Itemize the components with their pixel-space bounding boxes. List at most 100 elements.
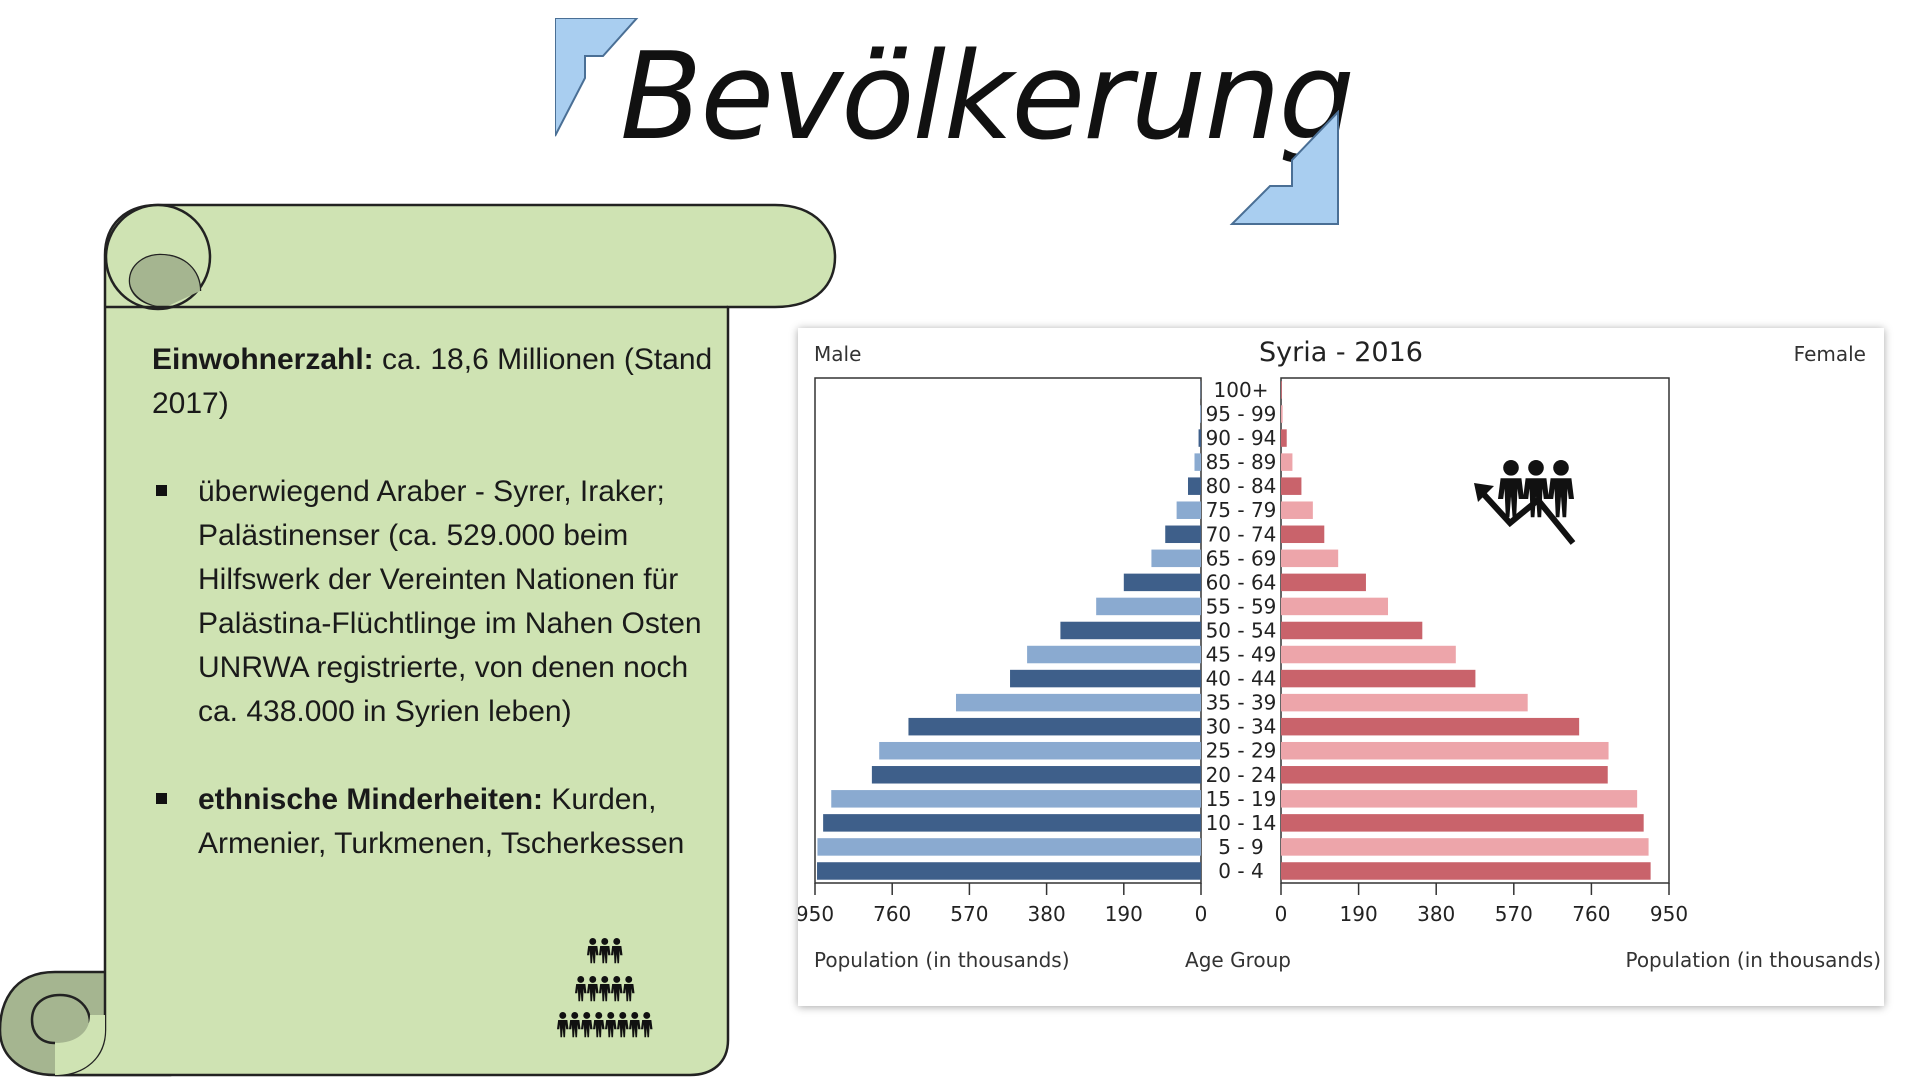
population-paragraph: Einwohnerzahl: ca. 18,6 Millionen (Stand… <box>152 338 732 426</box>
population-growth-icon <box>1474 460 1576 545</box>
tick-label: 950 <box>1650 902 1688 926</box>
bar-male-55-59 <box>1096 597 1201 616</box>
person-figure <box>599 938 611 964</box>
tick-label: 380 <box>1417 902 1455 926</box>
person-figure <box>557 1012 569 1038</box>
bar-male-45-49 <box>1027 645 1201 664</box>
age-label: 30 - 34 <box>1206 715 1277 739</box>
tick-label: 760 <box>1572 902 1610 926</box>
bar-male-85-89 <box>1194 453 1201 471</box>
bar-male-90-94 <box>1198 429 1201 447</box>
bar-female-35-39 <box>1281 693 1528 712</box>
person-figure <box>629 1012 641 1038</box>
bar-male-25-29 <box>879 741 1201 760</box>
bar-male-40-44 <box>1010 669 1201 688</box>
bars-group <box>817 381 1651 880</box>
bar-female-15-19 <box>1281 790 1638 808</box>
bar-female-60-64 <box>1281 573 1366 592</box>
age-label: 95 - 99 <box>1206 402 1277 426</box>
bullet-bold: ethnische Minderheiten: <box>198 783 544 816</box>
bar-female-20-24 <box>1281 766 1608 784</box>
bullet-list: überwiegend Araber - Syrer, Iraker; Palä… <box>152 470 732 866</box>
person-figure <box>611 938 623 964</box>
bar-female-5-9 <box>1281 838 1649 856</box>
bar-female-90-94 <box>1281 429 1287 447</box>
bar-male-75-79 <box>1176 501 1201 519</box>
x-axis-label-center: Age Group <box>1185 948 1291 972</box>
bar-female-25-29 <box>1281 741 1609 760</box>
person-figure <box>623 976 635 1002</box>
bar-female-65-69 <box>1281 549 1339 568</box>
female-header: Female <box>1794 342 1866 366</box>
population-label: Einwohnerzahl: <box>152 343 374 376</box>
bar-female-70-74 <box>1281 525 1325 544</box>
age-label: 40 - 44 <box>1206 667 1277 691</box>
person-figure <box>1498 460 1524 518</box>
tick-label: 570 <box>950 902 988 926</box>
tick-label: 950 <box>798 902 834 926</box>
person-figure <box>599 976 611 1002</box>
person-figure <box>581 1012 593 1038</box>
list-item: ethnische Minderheiten: Kurden, Armenier… <box>152 778 732 866</box>
bar-female-85-89 <box>1281 453 1293 471</box>
age-label: 25 - 29 <box>1206 739 1277 763</box>
tick-label: 570 <box>1495 902 1533 926</box>
age-label: 20 - 24 <box>1206 763 1277 787</box>
chart-title: Syria - 2016 <box>1259 337 1423 368</box>
age-label: 70 - 74 <box>1206 522 1277 546</box>
age-label: 65 - 69 <box>1206 546 1277 570</box>
bar-male-95-99 <box>1200 405 1201 423</box>
age-label: 0 - 4 <box>1218 859 1263 883</box>
bar-female-95-99 <box>1281 405 1283 423</box>
bar-female-0-4 <box>1281 862 1651 880</box>
info-text-block: Einwohnerzahl: ca. 18,6 Millionen (Stand… <box>152 338 732 866</box>
age-label: 35 - 39 <box>1206 691 1277 715</box>
age-label: 75 - 79 <box>1206 498 1277 522</box>
tick-label: 0 <box>1275 902 1288 926</box>
bar-male-80-84 <box>1187 477 1201 495</box>
bar-female-80-84 <box>1281 477 1302 495</box>
person-figure <box>587 938 599 964</box>
x-axis-label-left: Population (in thousands) <box>814 948 1070 972</box>
bar-female-45-49 <box>1281 645 1456 664</box>
people-pyramid-icon <box>557 938 653 1038</box>
ticks-group: 950 760 570 380 190 0 0 190 380 570 760 950 <box>798 883 1688 926</box>
population-value: ca. 18,6 Millionen (Stand 2017) <box>152 343 713 420</box>
tick-label: 190 <box>1340 902 1378 926</box>
bar-male-30-34 <box>908 717 1201 736</box>
age-label: 60 - 64 <box>1206 570 1277 594</box>
bar-male-10-14 <box>823 814 1201 832</box>
bar-male-60-64 <box>1123 573 1201 592</box>
person-figure <box>605 1012 617 1038</box>
bar-male-0-4 <box>817 862 1201 880</box>
person-figure <box>569 1012 581 1038</box>
tick-label: 760 <box>873 902 911 926</box>
person-figure <box>1523 460 1549 518</box>
bullet-text: Kurden, Armenier, Turkmenen, Tscherkesse… <box>198 783 685 860</box>
male-header: Male <box>814 342 861 366</box>
bar-male-5-9 <box>817 838 1201 856</box>
age-label: 15 - 19 <box>1206 787 1277 811</box>
title-area: Bevölkerung <box>0 0 1920 240</box>
bar-female-30-34 <box>1281 717 1580 736</box>
age-label: 80 - 84 <box>1206 474 1277 498</box>
list-item: überwiegend Araber - Syrer, Iraker; Palä… <box>152 470 732 734</box>
age-label: 85 - 89 <box>1206 450 1277 474</box>
age-label: 10 - 14 <box>1206 811 1277 835</box>
bar-female-100+ <box>1281 381 1282 399</box>
age-label: 90 - 94 <box>1206 426 1277 450</box>
chart-svg: Male Syria - 2016 Female 0 - 45 - 910 - … <box>798 337 1881 972</box>
age-label: 55 - 59 <box>1206 594 1277 618</box>
person-figure <box>575 976 587 1002</box>
tick-label: 0 <box>1195 902 1208 926</box>
tick-label: 190 <box>1105 902 1143 926</box>
tick-label: 380 <box>1028 902 1066 926</box>
corner-bracket-icon <box>555 18 639 137</box>
bar-female-55-59 <box>1281 597 1389 616</box>
age-label: 100+ <box>1214 378 1269 402</box>
person-figure <box>587 976 599 1002</box>
bar-female-50-54 <box>1281 621 1423 640</box>
page-title: Bevölkerung <box>620 28 1355 167</box>
